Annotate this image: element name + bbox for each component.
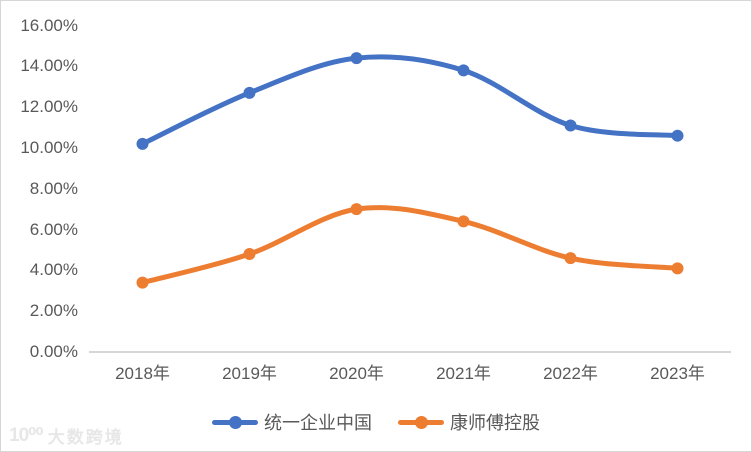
data-point-marker <box>671 262 684 275</box>
data-point-marker <box>243 248 256 261</box>
y-tick-label: 12.00% <box>20 97 78 117</box>
legend: 统一企业中国 康师傅控股 <box>1 409 751 435</box>
y-tick-label: 4.00% <box>29 260 78 280</box>
y-tick-label: 16.00% <box>20 15 78 35</box>
x-tick-label: 2023年 <box>650 364 705 383</box>
legend-label: 统一企业中国 <box>264 413 372 433</box>
y-tick-label: 10.00% <box>20 137 78 157</box>
watermark-text: 大数跨境 <box>47 428 124 447</box>
data-point-marker <box>564 252 577 265</box>
x-tick-label: 2021年 <box>436 364 491 383</box>
y-tick-label: 14.00% <box>20 56 78 76</box>
y-tick-label: 8.00% <box>29 178 78 198</box>
legend-item-2: 康师傅控股 <box>398 409 540 435</box>
series-line-2 <box>140 205 680 286</box>
data-point-marker <box>457 215 470 228</box>
watermark-logo-icon: 10⁰⁰ <box>9 425 44 446</box>
watermark: 10⁰⁰ 大数跨境 <box>9 423 124 448</box>
x-tick-label: 2018年 <box>115 364 170 383</box>
x-tick-label: 2022年 <box>543 364 598 383</box>
data-point-marker <box>136 137 149 150</box>
data-point-marker <box>136 276 149 289</box>
data-point-marker <box>564 119 577 132</box>
legend-marker-icon <box>212 415 258 429</box>
y-tick-label: 6.00% <box>29 219 78 239</box>
data-point-marker <box>671 129 684 142</box>
x-tick-label: 2020年 <box>329 364 384 383</box>
data-point-marker <box>457 64 470 77</box>
legend-item-1: 统一企业中国 <box>212 409 372 435</box>
y-tick-label: 0.00% <box>29 342 78 361</box>
data-point-marker <box>350 52 363 65</box>
legend-marker-icon <box>398 415 444 429</box>
series-line-1 <box>140 54 680 147</box>
data-point-marker <box>243 86 256 99</box>
x-tick-label: 2019年 <box>222 364 277 383</box>
data-point-marker <box>350 203 363 216</box>
y-tick-label: 2.00% <box>29 301 78 321</box>
legend-label: 康师傅控股 <box>450 413 540 433</box>
